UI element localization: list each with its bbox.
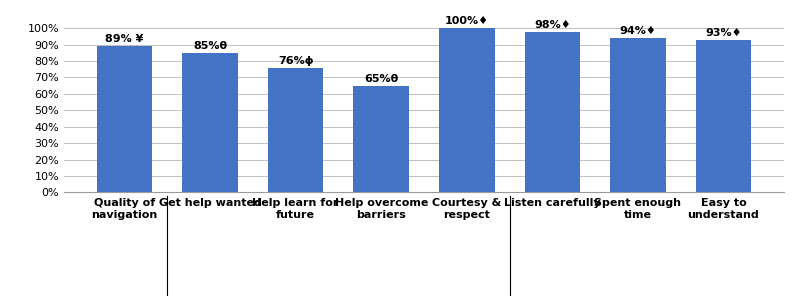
Bar [182, 53, 238, 192]
Bar [354, 86, 409, 192]
Text: 89% ¥: 89% ¥ [106, 34, 144, 44]
Text: 98%♦: 98%♦ [534, 20, 570, 30]
Bar [696, 40, 751, 192]
Text: 100%♦: 100%♦ [445, 16, 489, 26]
Text: 94%♦: 94%♦ [619, 26, 656, 36]
Text: 85%θ: 85%θ [193, 41, 227, 51]
Bar [525, 32, 580, 192]
Bar [268, 68, 323, 192]
Bar [610, 38, 666, 192]
Bar [439, 28, 494, 192]
Text: 76%ϕ: 76%ϕ [278, 56, 314, 66]
Text: 65%θ: 65%θ [364, 74, 398, 84]
Bar [97, 46, 152, 192]
Text: 93%♦: 93%♦ [705, 28, 742, 38]
